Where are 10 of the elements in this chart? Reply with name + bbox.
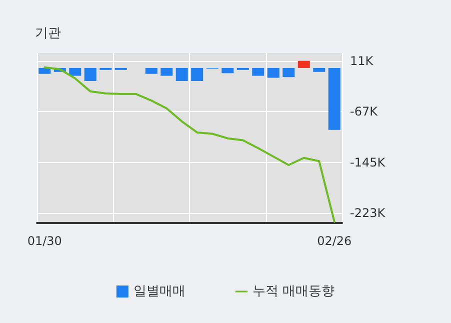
x-tick-label: 01/30 (27, 234, 62, 248)
line-series (44, 66, 336, 223)
x-tick-label: 02/26 (317, 234, 352, 248)
chart-title: 기관 (35, 26, 61, 41)
y-tick-label: 11K (350, 54, 374, 68)
legend-label: 일별매매 (133, 284, 186, 299)
y-tick-label: -67K (350, 104, 379, 119)
legend-label: 누적 매매동향 (252, 284, 335, 299)
y-tick-label: -145K (350, 155, 386, 170)
y-tick-label: -223K (350, 206, 386, 220)
